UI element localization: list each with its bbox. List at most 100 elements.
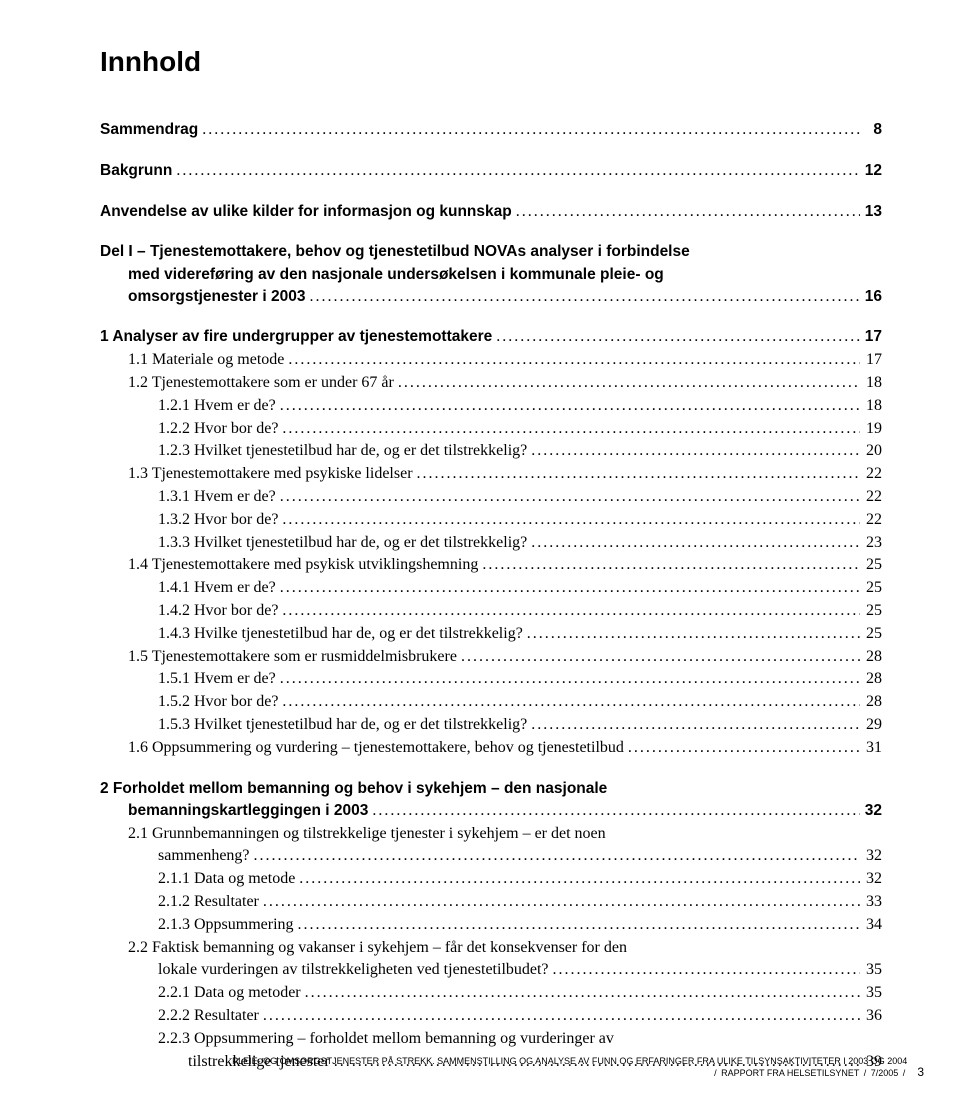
toc-leader-dots — [295, 869, 860, 890]
toc-row: 1.4.2 Hvor bor de?25 — [100, 601, 882, 622]
toc-page-number: 28 — [860, 692, 882, 713]
toc-page-number: 16 — [860, 287, 882, 307]
toc-label: 2.2 Faktisk bemanning og vakanser i syke… — [100, 938, 627, 959]
toc-label: med videreføring av den nasjonale unders… — [100, 265, 664, 285]
toc-page-number: 35 — [860, 960, 882, 981]
toc-leader-dots — [305, 287, 860, 308]
toc-label: 1.4.2 Hvor bor de? — [100, 601, 278, 622]
toc-row: med videreføring av den nasjonale unders… — [100, 265, 882, 285]
toc-leader-dots — [276, 396, 860, 417]
toc-label: 1.4 Tjenestemottakere med psykisk utvikl… — [100, 555, 478, 576]
toc-leader-dots — [278, 419, 860, 440]
toc-leader-dots — [259, 1006, 860, 1027]
toc-row: 1.2 Tjenestemottakere som er under 67 år… — [100, 373, 882, 394]
toc-page-number: 22 — [860, 487, 882, 508]
toc-label: 2.1.1 Data og metode — [100, 869, 295, 890]
toc-row: Bakgrunn12 — [100, 161, 882, 182]
toc-row: 2.2 Faktisk bemanning og vakanser i syke… — [100, 938, 882, 959]
toc-row: 1.2.2 Hvor bor de?19 — [100, 419, 882, 440]
toc-page-number: 28 — [860, 647, 882, 668]
toc-label: 1.4.3 Hvilke tjenestetilbud har de, og e… — [100, 624, 523, 645]
toc-page-number: 12 — [860, 161, 882, 181]
toc-label: 1.3 Tjenestemottakere med psykiske lidel… — [100, 464, 413, 485]
toc-page-number: 32 — [860, 846, 882, 867]
toc-row: 1.3.1 Hvem er de? 22 — [100, 487, 882, 508]
toc-row: 1.5 Tjenestemottakere som er rusmiddelmi… — [100, 647, 882, 668]
toc-page-number: 34 — [860, 915, 882, 936]
toc-row: 2.1.3 Oppsummering34 — [100, 915, 882, 936]
footer-slash: / — [864, 1068, 867, 1078]
toc-leader-dots — [276, 487, 860, 508]
toc-row: 1.3.3 Hvilket tjenestetilbud har de, og … — [100, 533, 882, 554]
toc-row: 2.1.2 Resultater33 — [100, 892, 882, 913]
toc-leader-dots — [301, 983, 860, 1004]
toc-leader-dots — [527, 533, 860, 554]
toc-page-number: 8 — [860, 120, 882, 140]
page-title: Innhold — [100, 46, 882, 78]
toc-row: Del I – Tjenestemottakere, behov og tjen… — [100, 242, 882, 262]
toc-label: lokale vurderingen av tilstrekkeligheten… — [100, 960, 549, 981]
toc-leader-dots — [523, 624, 860, 645]
table-of-contents: Sammendrag 8 Bakgrunn12 Anvendelse av ulike… — [100, 120, 882, 1072]
footer-text: PLEIE- OG OMSORGSTJENESTER PÅ STREKK. SA… — [100, 1055, 907, 1079]
toc-page-number: 17 — [860, 327, 882, 347]
toc-row: Sammendrag 8 — [100, 120, 882, 141]
toc-page-number: 22 — [860, 510, 882, 531]
toc-page-number: 17 — [860, 350, 882, 371]
toc-label: Anvendelse av ulike kilder for informasj… — [100, 202, 512, 222]
toc-leader-dots — [394, 373, 860, 394]
toc-label: Del I – Tjenestemottakere, behov og tjen… — [100, 242, 690, 262]
toc-page-number: 29 — [860, 715, 882, 736]
toc-leader-dots — [276, 669, 860, 690]
toc-page-number: 20 — [860, 441, 882, 462]
toc-row: sammenheng?32 — [100, 846, 882, 867]
toc-label: 2.1.2 Resultater — [100, 892, 259, 913]
toc-row: 1.1 Materiale og metode 17 — [100, 350, 882, 371]
toc-page-number: 31 — [860, 738, 882, 759]
toc-label: 2.1 Grunnbemanningen og tilstrekkelige t… — [100, 824, 606, 845]
toc-label: 1.4.1 Hvem er de? — [100, 578, 276, 599]
toc-page-number: 18 — [860, 396, 882, 417]
toc-page-number: 35 — [860, 983, 882, 1004]
toc-page-number: 25 — [860, 624, 882, 645]
toc-label: 1 Analyser av fire undergrupper av tjene… — [100, 327, 492, 347]
toc-leader-dots — [278, 601, 860, 622]
toc-page-number: 22 — [860, 464, 882, 485]
toc-label: 2.2.1 Data og metoder — [100, 983, 301, 1004]
toc-leader-dots — [457, 647, 860, 668]
toc-label: 1.5.2 Hvor bor de? — [100, 692, 278, 713]
toc-label: 1.2.2 Hvor bor de? — [100, 419, 278, 440]
toc-page-number: 13 — [860, 202, 882, 222]
toc-leader-dots — [284, 350, 860, 371]
toc-label: 1.2.1 Hvem er de? — [100, 396, 276, 417]
footer-line2b: 7/2005 — [871, 1068, 899, 1078]
toc-label: 1.6 Oppsummering og vurdering – tjeneste… — [100, 738, 624, 759]
toc-label: bemanningskartleggingen i 2003 — [100, 801, 368, 821]
toc-row: 1.4.3 Hvilke tjenestetilbud har de, og e… — [100, 624, 882, 645]
toc-label: 1.2.3 Hvilket tjenestetilbud har de, og … — [100, 441, 527, 462]
toc-label: 1.3.1 Hvem er de? — [100, 487, 276, 508]
toc-label: 2.2.3 Oppsummering – forholdet mellom be… — [100, 1029, 614, 1050]
toc-leader-dots — [368, 801, 860, 822]
toc-row: 1.5.3 Hvilket tjenestetilbud har de, og … — [100, 715, 882, 736]
toc-label: Sammendrag — [100, 120, 198, 140]
toc-page-number: 36 — [860, 1006, 882, 1027]
toc-row: omsorgstjenester i 200316 — [100, 287, 882, 308]
toc-page-number: 28 — [860, 669, 882, 690]
toc-leader-dots — [492, 327, 860, 348]
toc-row: 2.2.3 Oppsummering – forholdet mellom be… — [100, 1029, 882, 1050]
toc-row: 1.4 Tjenestemottakere med psykisk utvikl… — [100, 555, 882, 576]
toc-label: 2.2.2 Resultater — [100, 1006, 259, 1027]
toc-leader-dots — [478, 555, 860, 576]
toc-label: 1.5 Tjenestemottakere som er rusmiddelmi… — [100, 647, 457, 668]
toc-row: 2.1.1 Data og metode32 — [100, 869, 882, 890]
toc-row: 1.6 Oppsummering og vurdering – tjeneste… — [100, 738, 882, 759]
footer-page-number: 3 — [917, 1065, 924, 1079]
toc-leader-dots — [276, 578, 860, 599]
toc-label: 1.1 Materiale og metode — [100, 350, 284, 371]
toc-row: 2.2.2 Resultater 36 — [100, 1006, 882, 1027]
toc-page-number: 18 — [860, 373, 882, 394]
toc-label: 1.5.1 Hvem er de? — [100, 669, 276, 690]
toc-leader-dots — [172, 161, 860, 182]
toc-leader-dots — [294, 915, 860, 936]
